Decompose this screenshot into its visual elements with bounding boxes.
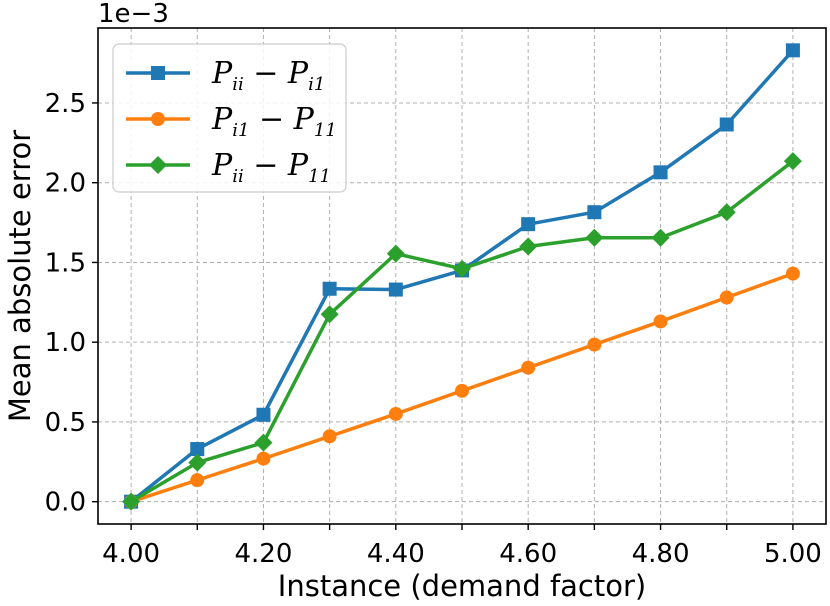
data-point: [587, 337, 602, 352]
x-tick-label: 4.00: [102, 539, 160, 569]
series-3: [122, 152, 802, 511]
legend-entry: Pii − P11: [126, 148, 331, 187]
data-point: [453, 259, 471, 278]
x-tick-label: 5.00: [764, 539, 822, 569]
series-layer: [122, 43, 802, 511]
legend-label: Pii − Pi1: [211, 56, 325, 95]
x-tick-label: 4.80: [632, 539, 690, 569]
y-tick-label: 1.5: [45, 248, 86, 278]
data-point: [587, 205, 602, 220]
legend-marker: [149, 156, 167, 174]
y-axis-label: Mean absolute error: [3, 130, 37, 422]
data-point: [322, 429, 337, 444]
legend-label: Pi1 − P11: [211, 102, 337, 141]
data-point: [651, 228, 670, 247]
legend: Pii − Pi1 Pi1 − P11 Pii − P11: [112, 43, 347, 193]
data-point: [783, 152, 802, 171]
data-point: [585, 228, 604, 247]
data-point: [719, 290, 734, 305]
x-tick-label: 4.40: [367, 539, 425, 569]
data-point: [717, 203, 736, 222]
y-offset-label: 1e−3: [98, 0, 169, 29]
data-point: [190, 473, 205, 488]
series-2: [124, 266, 800, 509]
data-point: [388, 282, 403, 297]
data-point: [521, 360, 536, 375]
y-tick-label: 0.0: [45, 488, 86, 518]
y-tick-label: 2.0: [45, 169, 86, 199]
data-point: [653, 165, 668, 180]
x-axis-label: Instance (demand factor): [278, 569, 646, 603]
data-point: [785, 43, 800, 58]
data-point: [455, 383, 469, 398]
data-point: [785, 266, 800, 281]
data-point: [188, 453, 207, 472]
legend-label: Pii − P11: [211, 148, 331, 187]
legend-box: [112, 43, 347, 193]
data-point: [519, 237, 538, 256]
data-point: [256, 451, 271, 466]
data-point: [320, 305, 339, 324]
data-point: [256, 407, 271, 422]
data-point: [388, 406, 403, 421]
y-tick-label: 2.5: [45, 89, 86, 119]
data-point: [719, 117, 734, 132]
data-point: [386, 244, 405, 263]
data-point: [122, 492, 141, 511]
data-point: [254, 433, 273, 452]
x-tick-label: 4.60: [499, 539, 557, 569]
data-point: [653, 314, 668, 329]
legend-marker: [151, 112, 165, 126]
legend-entry: Pi1 − P11: [126, 102, 337, 141]
y-tick-label: 0.5: [45, 408, 86, 438]
data-point: [521, 217, 536, 232]
legend-marker: [151, 66, 165, 80]
data-point: [322, 281, 337, 296]
legend-entry: Pii − Pi1: [126, 56, 325, 95]
x-tick-label: 4.20: [235, 539, 293, 569]
axis-ticks: 4.00 4.20 4.40 4.60 4.80 5.00 0.0 0.5 1.0 1.5 2.0 2…: [45, 89, 822, 569]
data-point: [190, 442, 205, 457]
y-tick-label: 1.0: [45, 328, 86, 358]
